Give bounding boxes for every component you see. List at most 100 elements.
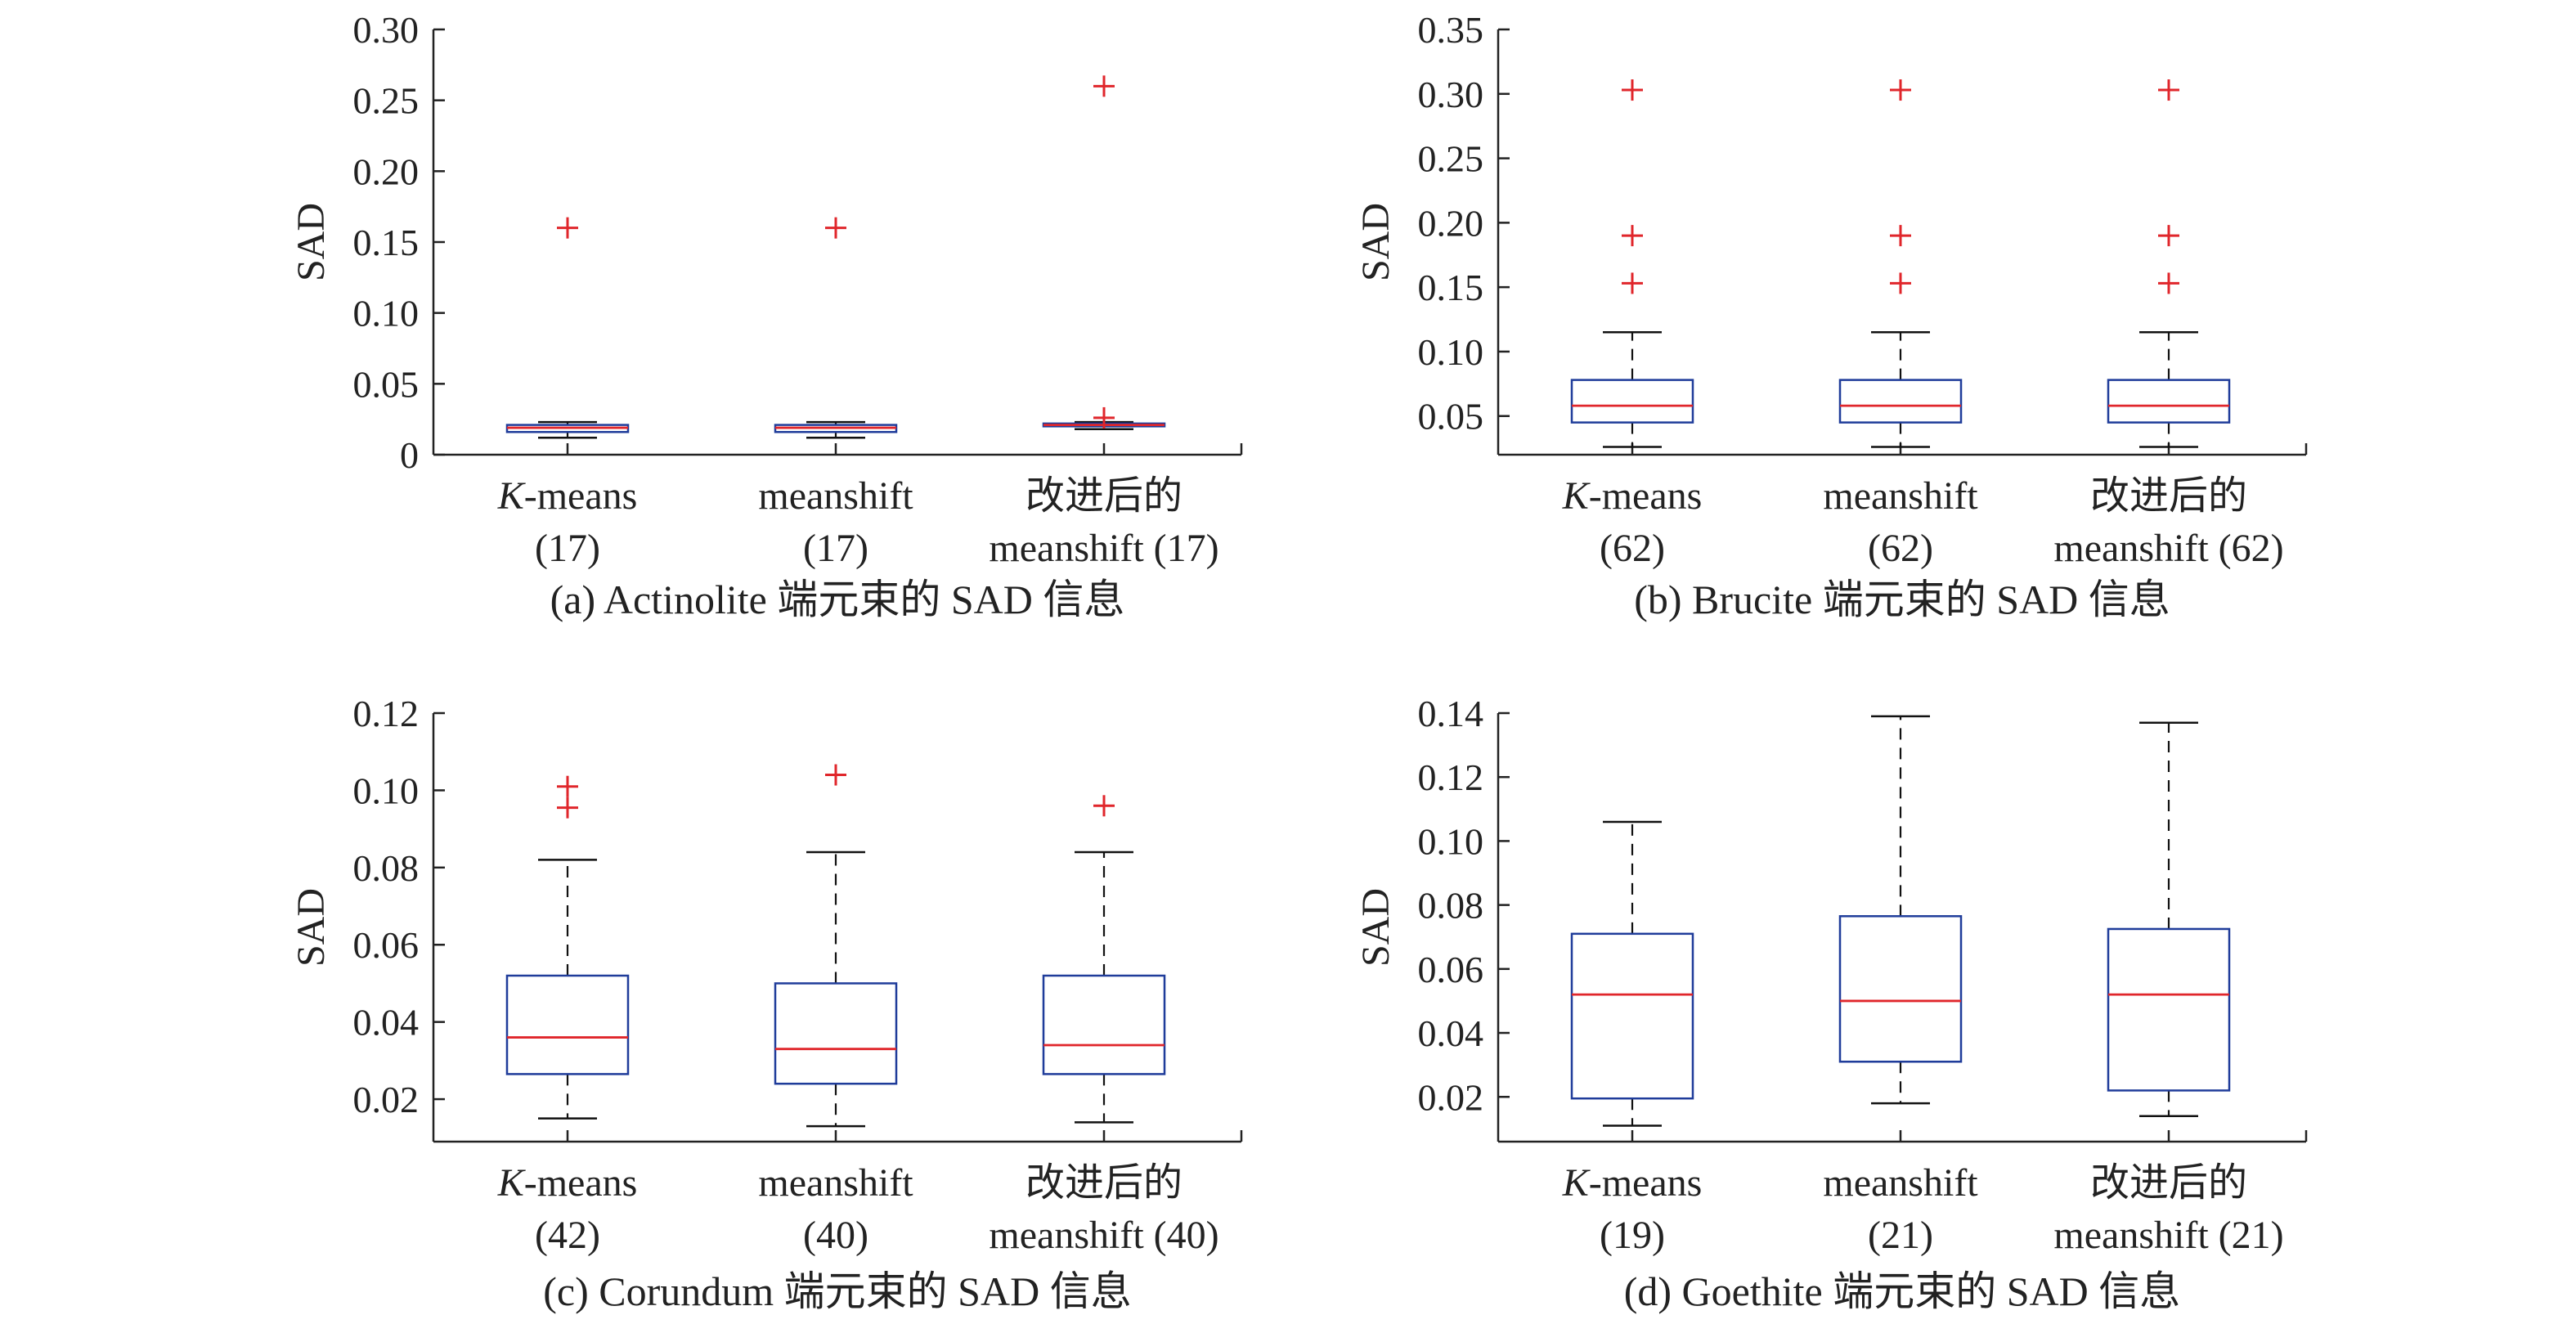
y-tick-label: 0.20 bbox=[353, 150, 420, 192]
y-tick-label: 0.05 bbox=[1418, 396, 1484, 438]
box-3 bbox=[2107, 79, 2231, 448]
category-label-line2: (17) bbox=[803, 527, 868, 570]
y-tick-label: 0.08 bbox=[353, 847, 420, 889]
iqr-box bbox=[1570, 379, 1694, 424]
y-tick-label: 0.10 bbox=[1418, 331, 1484, 373]
category-label-line2: meanshift (40) bbox=[989, 1214, 1218, 1257]
y-tick-label: 0.06 bbox=[353, 924, 420, 966]
outlier-marker bbox=[557, 797, 578, 819]
panel-caption: (b) Brucite 端元束的 SAD 信息 bbox=[1634, 577, 2170, 622]
y-tick-label: 0.04 bbox=[353, 1002, 420, 1044]
y-tick-label: 0.02 bbox=[1418, 1076, 1484, 1118]
iqr-box bbox=[2107, 379, 2231, 424]
box-1 bbox=[505, 775, 630, 1120]
iqr-box bbox=[774, 982, 898, 1085]
y-tick-label: 0.25 bbox=[1418, 138, 1484, 180]
box-1 bbox=[1570, 79, 1694, 448]
category-label-line1: K-means bbox=[497, 1161, 638, 1205]
category-label-line2: (19) bbox=[1600, 1214, 1665, 1257]
y-tick-label: 0.35 bbox=[1418, 9, 1484, 51]
outlier-marker bbox=[1622, 225, 1643, 247]
box-2 bbox=[774, 764, 898, 1128]
outlier-marker bbox=[557, 217, 578, 239]
category-label-line2: (21) bbox=[1868, 1214, 1933, 1257]
y-tick-label: 0 bbox=[400, 434, 419, 476]
category-label-line2: meanshift (62) bbox=[2053, 527, 2283, 570]
panel-caption: (c) Corundum 端元束的 SAD 信息 bbox=[543, 1268, 1131, 1314]
category-label-line1: meanshift bbox=[1823, 1161, 1978, 1205]
outlier-marker bbox=[1890, 272, 1911, 294]
category-label-line1: meanshift bbox=[758, 1161, 913, 1205]
box-2 bbox=[774, 217, 898, 439]
y-tick-label: 0.14 bbox=[1418, 693, 1484, 734]
y-tick-label: 0.08 bbox=[1418, 885, 1484, 927]
y-tick-label: 0.10 bbox=[353, 770, 420, 811]
panel-caption: (d) Goethite 端元束的 SAD 信息 bbox=[1624, 1268, 2181, 1314]
y-axis-label: SAD bbox=[1354, 203, 1398, 281]
outlier-marker bbox=[2158, 225, 2179, 247]
outlier-marker bbox=[1093, 406, 1115, 429]
y-tick-label: 0.20 bbox=[1418, 202, 1484, 244]
y-axis-label: SAD bbox=[1354, 888, 1398, 967]
category-label-line1: 改进后的 bbox=[2090, 1161, 2247, 1205]
y-tick-label: 0.30 bbox=[353, 9, 420, 51]
category-label-line1: meanshift bbox=[1823, 474, 1978, 518]
y-tick-label: 0.25 bbox=[353, 80, 420, 122]
category-label-line1: 改进后的 bbox=[1025, 474, 1183, 518]
outlier-marker bbox=[2158, 272, 2179, 294]
box-1 bbox=[505, 217, 630, 439]
y-tick-label: 0.02 bbox=[353, 1079, 420, 1120]
panel-c: 0.02 0.04 0.06 0.08 0.10 0.12 SAD K-means (42) me… bbox=[289, 693, 1243, 1314]
box-3 bbox=[1042, 795, 1166, 1124]
outlier-marker bbox=[825, 217, 846, 239]
category-label-line1: meanshift bbox=[758, 474, 913, 518]
outlier-marker bbox=[1093, 795, 1115, 817]
y-axis-label: SAD bbox=[289, 203, 333, 281]
category-label-line2: meanshift (21) bbox=[2053, 1214, 2283, 1257]
y-tick-label: 0.12 bbox=[1418, 756, 1484, 798]
category-label-line2: (40) bbox=[803, 1214, 868, 1257]
outlier-marker bbox=[1622, 79, 1643, 101]
y-tick-label: 0.12 bbox=[353, 693, 420, 734]
panel-caption: (a) Actinolite 端元束的 SAD 信息 bbox=[550, 577, 1125, 622]
category-label-line1: 改进后的 bbox=[1025, 1161, 1183, 1205]
category-label-line2: (42) bbox=[535, 1214, 600, 1257]
outlier-marker bbox=[1890, 225, 1911, 247]
category-label-line2: (62) bbox=[1868, 527, 1933, 570]
outlier-marker bbox=[557, 775, 578, 797]
iqr-box bbox=[1042, 974, 1166, 1075]
category-label-line1: K-means bbox=[497, 474, 638, 518]
y-tick-label: 0.04 bbox=[1418, 1012, 1484, 1054]
outlier-marker bbox=[1890, 79, 1911, 101]
panel-b: 0.05 0.10 0.15 0.20 0.25 0.30 0.35 SAD K-means (6… bbox=[1354, 9, 2308, 622]
outlier-marker bbox=[2158, 79, 2179, 101]
panel-d: 0.02 0.04 0.06 0.08 0.10 0.12 0.14 SAD K-means (1… bbox=[1354, 693, 2308, 1314]
iqr-box bbox=[1838, 379, 1963, 424]
box-1 bbox=[1570, 820, 1694, 1127]
outlier-marker bbox=[825, 764, 846, 786]
y-tick-label: 0.15 bbox=[353, 222, 420, 263]
category-label-line2: (17) bbox=[535, 527, 600, 570]
category-label-line2: (62) bbox=[1600, 527, 1665, 570]
y-tick-label: 0.05 bbox=[353, 363, 420, 405]
y-tick-label: 0.15 bbox=[1418, 267, 1484, 308]
iqr-box bbox=[2107, 927, 2231, 1092]
box-2 bbox=[1838, 79, 1963, 448]
y-tick-label: 0.06 bbox=[1418, 949, 1484, 990]
category-label-line1: 改进后的 bbox=[2090, 474, 2247, 518]
box-2 bbox=[1838, 715, 1963, 1105]
y-tick-label: 0.10 bbox=[1418, 820, 1484, 862]
iqr-box bbox=[505, 974, 630, 1075]
y-tick-label: 0.30 bbox=[1418, 74, 1484, 115]
box-3 bbox=[2107, 721, 2231, 1117]
category-label-line1: K-means bbox=[1562, 1161, 1703, 1205]
y-axis-label: SAD bbox=[289, 888, 333, 967]
iqr-box bbox=[1838, 915, 1963, 1063]
panel-a: 0 0.05 0.10 0.15 0.20 0.25 0.30 SAD K-means (17) m… bbox=[289, 9, 1243, 622]
category-label-line2: meanshift (17) bbox=[989, 527, 1218, 570]
category-label-line1: K-means bbox=[1562, 474, 1703, 518]
box-3 bbox=[1042, 75, 1166, 431]
y-tick-label: 0.10 bbox=[353, 293, 420, 334]
iqr-box bbox=[1570, 932, 1694, 1100]
